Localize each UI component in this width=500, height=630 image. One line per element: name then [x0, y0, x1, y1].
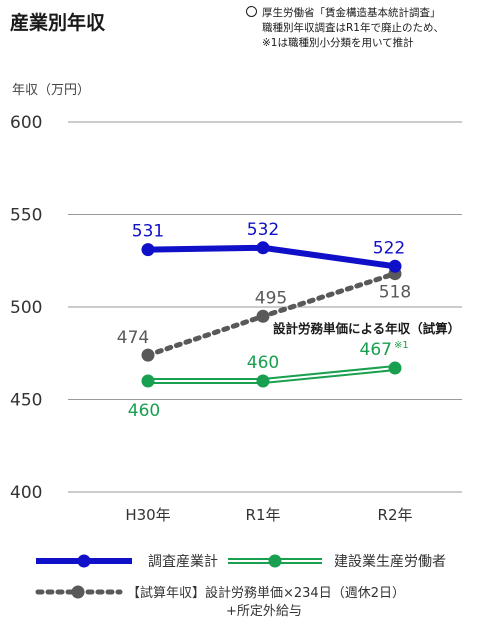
chart-annotation: 設計労務単価による年収（試算）: [273, 321, 460, 336]
legend-marker-estimate: [71, 585, 85, 599]
y-axis-label: 年収（万円）: [12, 83, 90, 98]
x-tick-label: H30年: [125, 506, 170, 524]
legend-label-estimate-line2: +所定外給与: [226, 604, 302, 619]
source-note-line-1: 厚生労働省「賃金構造基本統計調査」: [246, 6, 444, 21]
source-note: 厚生労働省「賃金構造基本統計調査」 職種別年収調査はR1年で廃止のため、 ※1は…: [246, 6, 444, 51]
y-tick-label: 400: [10, 483, 42, 503]
y-tick-label: 600: [10, 113, 42, 133]
data-point-total: [141, 243, 155, 257]
x-tick-label: R1年: [246, 506, 281, 524]
legend-marker-total: [77, 554, 91, 568]
data-label-construction: 460: [128, 401, 160, 421]
data-point-total: [256, 241, 270, 255]
data-point-construction: [256, 374, 270, 388]
y-tick-label: 450: [10, 391, 42, 411]
legend-marker-construction: [268, 554, 282, 568]
x-tick-label: R2年: [378, 506, 413, 524]
series-line-total: [147, 244, 396, 270]
y-tick-label: 500: [10, 298, 42, 318]
data-point-construction: [141, 374, 155, 388]
data-label-total: 522: [373, 238, 405, 258]
source-note-line-2: 職種別年収調査はR1年で廃止のため、: [262, 22, 444, 34]
data-label-total: 532: [247, 220, 279, 240]
data-label-total: 531: [132, 222, 164, 242]
data-point-total: [388, 259, 402, 273]
legend-label-total: 調査産業計: [148, 554, 218, 570]
chart-title: 産業別年収: [10, 12, 106, 34]
series-line-estimate: [145, 271, 398, 358]
data-label-note: ※1: [394, 340, 409, 351]
data-label-construction: 467: [360, 340, 392, 360]
legend-label-construction: 建設業生産労働者: [334, 554, 446, 570]
data-point-estimate: [141, 348, 155, 362]
data-label-estimate: 474: [117, 328, 149, 348]
circle-bullet-icon: [246, 6, 257, 17]
data-label-construction: 460: [247, 353, 279, 373]
legend-label-estimate: 【試算年収】設計労務単価×234日（週休2日）: [127, 586, 405, 601]
data-label-estimate: 495: [255, 288, 287, 308]
data-point-estimate: [256, 309, 270, 323]
y-tick-label: 550: [10, 206, 42, 226]
data-point-construction: [388, 361, 402, 375]
source-note-line-3: ※1は職種別小分類を用いて推計: [262, 37, 414, 49]
data-label-estimate: 518: [379, 283, 411, 303]
